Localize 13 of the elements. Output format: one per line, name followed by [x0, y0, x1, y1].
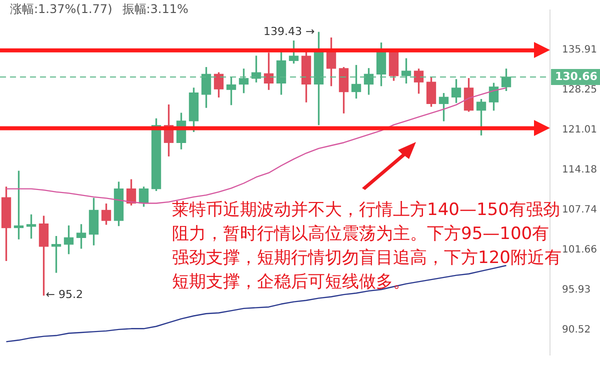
annotation: 振幅:3.11% — [122, 2, 188, 16]
annotation: 涨幅:1.37%(1.77) — [10, 2, 112, 16]
y-tick-label: 128.25 — [562, 84, 597, 96]
ref-line-label: 130.66 — [555, 70, 598, 83]
annotation: 139.43 → — [264, 25, 315, 38]
y-tick-label: 90.52 — [562, 324, 591, 336]
annotation: ← 95.2 — [46, 288, 83, 302]
y-tick-label: 101.66 — [562, 244, 597, 256]
y-tick-label: 114.18 — [562, 164, 597, 176]
y-tick-label: 135.91 — [562, 44, 597, 56]
y-tick-label: 107.74 — [562, 204, 597, 216]
y-tick-label: 95.93 — [562, 284, 591, 296]
y-tick-label: 121.01 — [562, 124, 597, 136]
